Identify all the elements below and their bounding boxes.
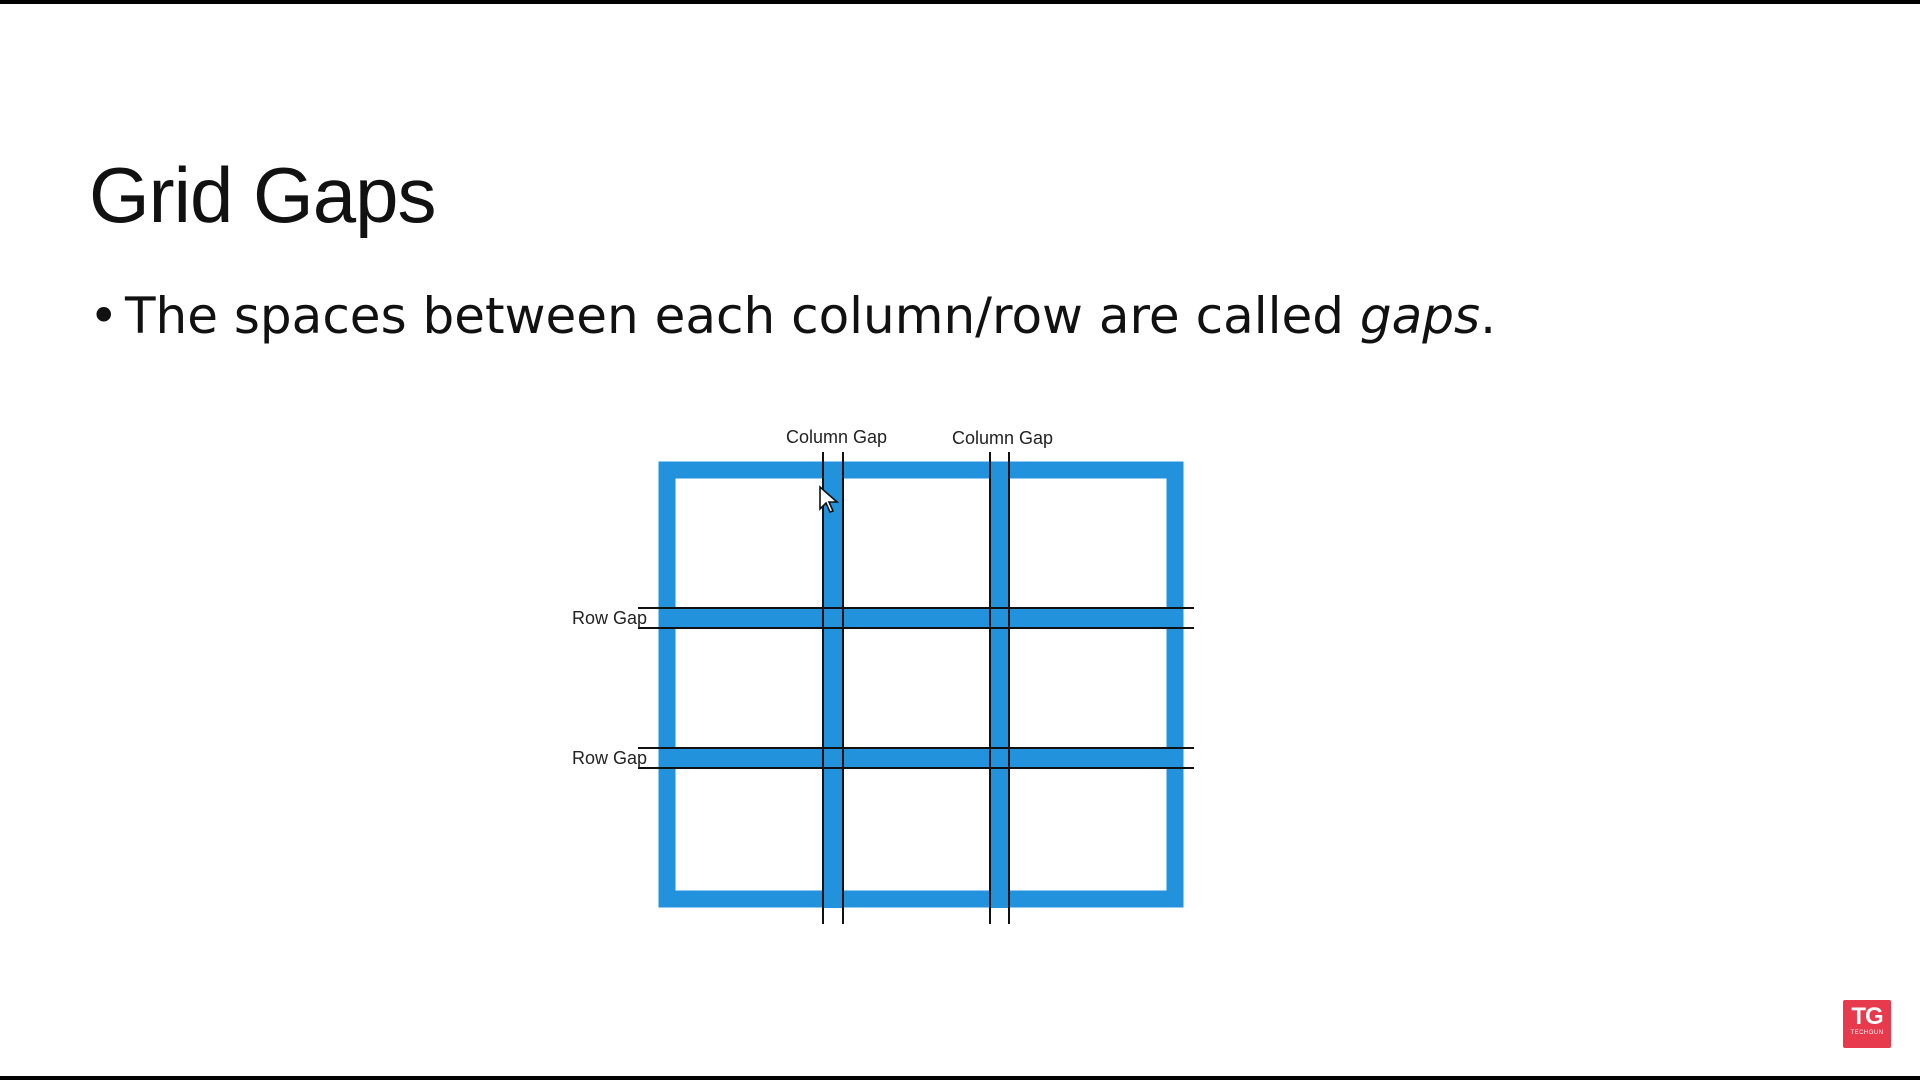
column-gap-label-2: Column Gap [952,428,1053,448]
row-gap-bar-2 [659,747,1183,767]
grid-outer-frame [658,461,1184,908]
row-gap-label-1: Row Gap [572,608,647,628]
bottom-border [0,1076,1920,1080]
slide-title: Grid Gaps [89,151,436,239]
bullet-point: • The spaces between each column/row are … [89,287,1496,345]
mouse-cursor-icon [819,485,840,513]
row-gap-bar-1 [659,608,1183,628]
top-border [0,0,1920,4]
grid-gap-diagram: Column Gap Column Gap Row Gap Row Gap [560,420,1220,940]
techgun-logo: TG TECHGUN [1843,1000,1891,1048]
column-gap-bar-1 [823,462,843,908]
bullet-emphasis: gaps [1359,287,1481,345]
row-gap-label-2: Row Gap [572,748,647,768]
bullet-marker: • [89,287,119,345]
grid-diagram-svg: Column Gap Column Gap Row Gap Row Gap [572,427,1194,924]
logo-mark: TG [1851,1003,1883,1030]
logo-wordmark: TECHGUN [1850,1030,1884,1036]
bullet-period: . [1480,287,1496,345]
bullet-text: The spaces between each column/row are c… [125,287,1360,345]
column-gap-bar-2 [989,462,1009,908]
column-gap-label-1: Column Gap [786,427,887,447]
